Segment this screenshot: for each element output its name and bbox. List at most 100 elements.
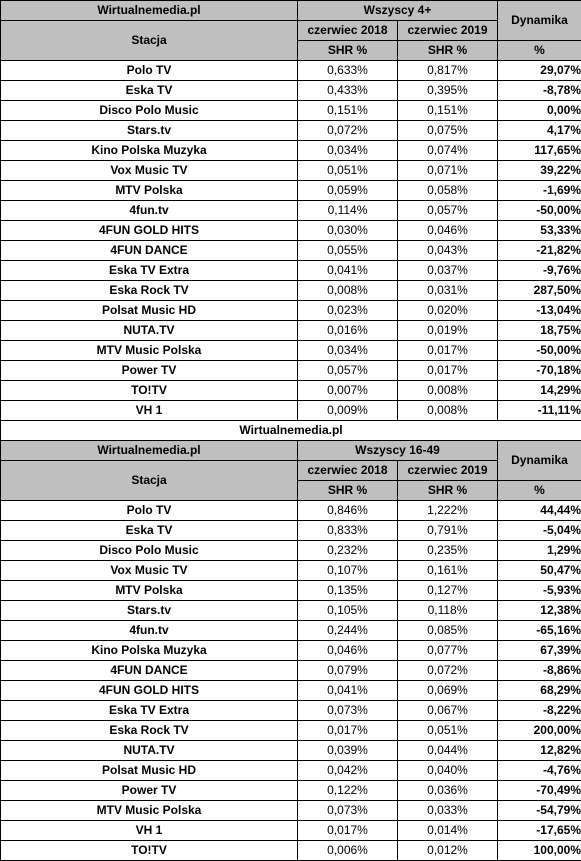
- dynamics-value: -11,11%: [497, 400, 581, 421]
- station-name: NUTA.TV: [0, 740, 298, 761]
- station-name: MTV Music Polska: [0, 340, 298, 361]
- dynamics-value: -8,22%: [497, 700, 581, 721]
- shr-2019-value: 0,036%: [397, 780, 498, 801]
- table-row: Disco Polo Music 0,151% 0,151% 0,00%: [0, 100, 581, 121]
- table-row: Vox Music TV 0,051% 0,071% 39,22%: [0, 160, 581, 181]
- shr-2019-value: 0,051%: [397, 720, 498, 741]
- shr-2018-value: 0,633%: [297, 60, 398, 81]
- station-name: NUTA.TV: [0, 320, 298, 341]
- shr-2018-value: 0,151%: [297, 100, 398, 121]
- dynamics-value: -8,78%: [497, 80, 581, 101]
- station-name: TO!TV: [0, 380, 298, 401]
- table-row: Kino Polska Muzyka 0,034% 0,074% 117,65%: [0, 140, 581, 161]
- dynamics-value: -54,79%: [497, 800, 581, 821]
- station-name: 4FUN GOLD HITS: [0, 220, 298, 241]
- audience-group-label: Wszyscy 16-49: [297, 440, 498, 461]
- dynamics-value: -21,82%: [497, 240, 581, 261]
- station-name: Polsat Music HD: [0, 760, 298, 781]
- table-row: 4fun.tv 0,114% 0,057% -50,00%: [0, 200, 581, 221]
- shr-2018-value: 0,008%: [297, 280, 398, 301]
- shr-2019-unit: SHR %: [397, 480, 498, 501]
- station-name: Power TV: [0, 360, 298, 381]
- shr-2018-value: 0,041%: [297, 680, 398, 701]
- period-2018-header: czerwiec 2018: [297, 20, 398, 41]
- station-name: Eska TV Extra: [0, 700, 298, 721]
- shr-2018-value: 0,105%: [297, 600, 398, 621]
- shr-2018-value: 0,017%: [297, 720, 398, 741]
- table-row: 4fun.tv 0,244% 0,085% -65,16%: [0, 620, 581, 641]
- table-row: Stars.tv 0,072% 0,075% 4,17%: [0, 120, 581, 141]
- table-row: Power TV 0,057% 0,017% -70,18%: [0, 360, 581, 381]
- table-row: Eska Rock TV 0,017% 0,051% 200,00%: [0, 720, 581, 741]
- station-name: Polsat Music HD: [0, 300, 298, 321]
- dynamics-value: -8,86%: [497, 660, 581, 681]
- dynamics-value: 53,33%: [497, 220, 581, 241]
- dynamics-header: Dynamika: [497, 0, 581, 41]
- table-row: TO!TV 0,006% 0,012% 100,00%: [0, 840, 581, 861]
- header-row-units: SHR % SHR %%: [1, 480, 581, 501]
- table-row: Polo TV 0,633% 0,817% 29,07%: [0, 60, 581, 81]
- dynamics-value: 287,50%: [497, 280, 581, 301]
- table-row: Disco Polo Music 0,232% 0,235% 1,29%: [0, 540, 581, 561]
- station-header: Stacja: [0, 20, 298, 61]
- station-name: Vox Music TV: [0, 160, 298, 181]
- shr-2019-value: 0,151%: [397, 100, 498, 121]
- shr-2018-value: 0,433%: [297, 80, 398, 101]
- shr-2018-value: 0,041%: [297, 260, 398, 281]
- dynamics-value: -4,76%: [497, 760, 581, 781]
- shr-2019-value: 0,071%: [397, 160, 498, 181]
- station-name: Stars.tv: [0, 120, 298, 141]
- header-row-middle: Stacja czerwiec 2018 czerwiec 2019: [0, 460, 581, 501]
- shr-2018-value: 0,232%: [297, 540, 398, 561]
- shr-2019-value: 0,395%: [397, 80, 498, 101]
- station-name: Eska Rock TV: [0, 280, 298, 301]
- shr-2018-value: 0,079%: [297, 660, 398, 681]
- section-separator: Wirtualnemedia.pl: [0, 420, 581, 441]
- header-row-top: Wirtualnemedia.pl Wszyscy 16-49 Dynamika: [0, 440, 581, 481]
- shr-2019-value: 0,161%: [397, 560, 498, 581]
- shr-2018-value: 0,059%: [297, 180, 398, 201]
- dynamics-value: 12,38%: [497, 600, 581, 621]
- station-name: Eska Rock TV: [0, 720, 298, 741]
- shr-2019-value: 0,012%: [397, 840, 498, 861]
- shr-2019-value: 0,072%: [397, 660, 498, 681]
- station-name: Stars.tv: [0, 600, 298, 621]
- header-row-middle: Stacja czerwiec 2018 czerwiec 2019: [0, 20, 581, 61]
- period-2019-header: czerwiec 2019: [397, 460, 498, 481]
- shr-2019-value: 0,017%: [397, 360, 498, 381]
- shr-2019-value: 0,037%: [397, 260, 498, 281]
- table-row: Polsat Music HD 0,042% 0,040% -4,76%: [0, 760, 581, 781]
- header-row-top: Wirtualnemedia.pl Wszyscy 4+ Dynamika: [0, 0, 581, 41]
- station-name: 4FUN DANCE: [0, 240, 298, 261]
- dynamics-value: -50,00%: [497, 340, 581, 361]
- shr-2018-value: 0,833%: [297, 520, 398, 541]
- shr-2019-value: 0,057%: [397, 200, 498, 221]
- shr-2018-value: 0,034%: [297, 140, 398, 161]
- dynamics-value: 14,29%: [497, 380, 581, 401]
- shr-2018-value: 0,007%: [297, 380, 398, 401]
- table-row: MTV Polska 0,135% 0,127% -5,93%: [0, 580, 581, 601]
- dynamics-value: 29,07%: [497, 60, 581, 81]
- shr-2019-value: 1,222%: [397, 500, 498, 521]
- dynamics-value: 12,82%: [497, 740, 581, 761]
- table-row: NUTA.TV 0,039% 0,044% 12,82%: [0, 740, 581, 761]
- shr-2019-value: 0,043%: [397, 240, 498, 261]
- dynamics-value: -17,65%: [497, 820, 581, 841]
- table-row: Vox Music TV 0,107% 0,161% 50,47%: [0, 560, 581, 581]
- separator-source-label: Wirtualnemedia.pl: [0, 420, 581, 441]
- table-row: Eska TV Extra 0,073% 0,067% -8,22%: [0, 700, 581, 721]
- shr-2019-value: 0,069%: [397, 680, 498, 701]
- table-row: Polo TV 0,846% 1,222% 44,44%: [0, 500, 581, 521]
- dynamics-value: 67,39%: [497, 640, 581, 661]
- shr-2019-value: 0,817%: [397, 60, 498, 81]
- station-name: MTV Polska: [0, 580, 298, 601]
- table-row: MTV Polska 0,059% 0,058% -1,69%: [0, 180, 581, 201]
- station-name: Disco Polo Music: [0, 540, 298, 561]
- period-2018-header: czerwiec 2018: [297, 460, 398, 481]
- shr-2019-value: 0,077%: [397, 640, 498, 661]
- dynamics-value: 18,75%: [497, 320, 581, 341]
- shr-2018-value: 0,016%: [297, 320, 398, 341]
- shr-2018-value: 0,034%: [297, 340, 398, 361]
